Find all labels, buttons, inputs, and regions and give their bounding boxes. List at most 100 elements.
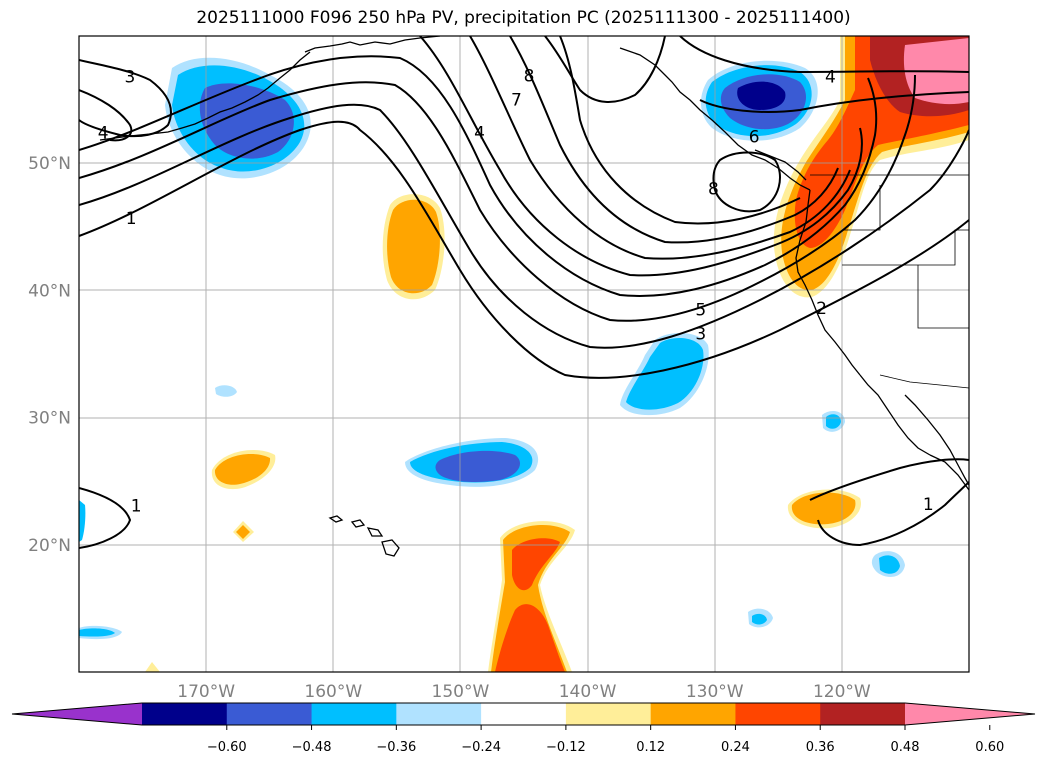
colorbar-segment xyxy=(735,703,821,725)
contour-label: 3 xyxy=(124,68,135,88)
precip-shading xyxy=(79,36,969,672)
pv-contour-1-north xyxy=(79,120,969,379)
map-title: 2025111000 F096 250 hPa PV, precipitatio… xyxy=(196,8,851,28)
colorbar-segment xyxy=(311,703,397,725)
precip-area-baja-orange xyxy=(791,492,856,525)
colorbar-tick-label: −0.60 xyxy=(207,740,247,755)
lat-label: 40°N xyxy=(28,281,71,301)
precip-area-midpac-orange xyxy=(387,199,440,294)
coast-mexico-mainland xyxy=(929,454,969,491)
precip-area-hawaii-dark xyxy=(435,450,520,483)
colorbar-segment xyxy=(820,703,906,725)
pv-contour-southeast xyxy=(809,458,969,501)
colorbar: −0.60 −0.48 −0.36 −0.24 −0.12 0.12 0.24 0.36 0.4… xyxy=(11,702,1036,755)
colorbar-tick-label: −0.12 xyxy=(546,740,586,755)
coast-us-west xyxy=(795,189,861,376)
contour-label: 3 xyxy=(695,325,706,345)
contour-label: 1 xyxy=(131,496,142,516)
contour-label: 5 xyxy=(695,300,706,320)
map-frame xyxy=(78,35,970,673)
border-west-states-2 xyxy=(842,185,881,231)
precip-area-gulf-darkest xyxy=(737,81,786,110)
lon-label: 160°W xyxy=(304,682,362,702)
pv-contour-3 xyxy=(79,74,916,322)
coast-hawaii-1 xyxy=(328,515,344,523)
colorbar-tick-label: 0.24 xyxy=(721,740,750,755)
pv-contour-5 xyxy=(419,36,863,277)
colorbar-extend-high xyxy=(905,703,1035,725)
coast-hawaii-big xyxy=(381,539,400,557)
precip-area-small-3-mid xyxy=(752,613,767,625)
precip-area-small-1-mid xyxy=(879,555,900,574)
pv-contour-8 xyxy=(559,36,801,225)
lon-label: 130°W xyxy=(686,682,744,702)
colorbar-extend-low xyxy=(12,703,142,725)
colorbar-tick-label: 0.48 xyxy=(891,740,920,755)
lon-label: 170°W xyxy=(177,682,235,702)
colorbar-tick-label: 0.36 xyxy=(806,740,835,755)
contour-label: 8 xyxy=(524,66,535,86)
contour-label: 4 xyxy=(98,124,109,144)
coast-gulf-california xyxy=(904,394,969,486)
pv-contour-7 xyxy=(509,36,839,244)
lon-label: 120°W xyxy=(813,682,871,702)
contour-label: 4 xyxy=(474,124,485,144)
colorbar-outline xyxy=(11,702,1036,726)
precip-area-south-red-upper xyxy=(512,538,560,591)
border-us-mexico xyxy=(879,374,969,389)
contour-label: 1 xyxy=(126,209,137,229)
contour-label: 4 xyxy=(825,68,836,88)
coast-alaska xyxy=(304,36,441,53)
coast-vancouver xyxy=(754,149,807,181)
lat-label: 50°N xyxy=(28,154,71,174)
pv-contour-4 xyxy=(79,55,878,297)
colorbar-segment xyxy=(142,703,228,725)
latitude-labels: 50°N 40°N 30°N 20°N xyxy=(28,154,71,556)
colorbar-segment xyxy=(396,703,482,725)
precip-area-small-6-mid xyxy=(79,628,115,637)
colorbar-segment xyxy=(226,703,313,725)
colorbar-tick-label: 0.60 xyxy=(975,740,1004,755)
colorbar-tick-label: −0.48 xyxy=(292,740,332,755)
precip-area-small-7 xyxy=(145,662,160,672)
coast-bc xyxy=(619,47,811,191)
contour-label: 8 xyxy=(708,180,719,200)
precip-area-aleutian-dark xyxy=(199,83,294,159)
precip-area-south-red-lower xyxy=(495,604,565,672)
contour-label: 6 xyxy=(749,127,760,147)
precip-area-diamond-orange xyxy=(236,525,250,539)
lat-label: 30°N xyxy=(28,409,71,429)
coast-baja xyxy=(859,374,931,456)
pv-contour-southwest xyxy=(79,487,132,549)
precip-area-small-5 xyxy=(79,500,86,542)
coast-hawaii-2 xyxy=(350,519,366,528)
colorbar-segment xyxy=(481,703,567,725)
contour-label: 1 xyxy=(923,495,934,515)
pv-contour-6 xyxy=(469,36,851,260)
colorbar-tick-label: 0.12 xyxy=(636,740,665,755)
lat-label: 20°N xyxy=(28,536,71,556)
colorbar-tick-label: −0.24 xyxy=(461,740,501,755)
colorbar-segment xyxy=(650,703,736,725)
pv-contour-2 xyxy=(79,103,969,349)
colorbar-segment xyxy=(565,703,652,725)
coast-hawaii-3 xyxy=(366,527,384,537)
pv-contour-ne-1 xyxy=(679,36,969,74)
pv-contour-westedge-2 xyxy=(79,89,133,142)
pv-contour-southeast-2 xyxy=(817,481,969,547)
lon-label: 150°W xyxy=(432,682,490,702)
border-west-states-1 xyxy=(842,229,969,266)
colorbar-tick-label: −0.36 xyxy=(376,740,416,755)
longitude-labels: 170°W 160°W 150°W 140°W 130°W 120°W xyxy=(177,682,871,702)
contour-label: 7 xyxy=(511,91,522,111)
contour-label: 2 xyxy=(816,299,827,319)
pv-contour-westedge-1 xyxy=(79,59,172,138)
precip-area-small-4 xyxy=(215,385,237,397)
pv-contours xyxy=(79,36,969,549)
pv-contour-8b xyxy=(712,151,781,213)
pv-contour-ne-2 xyxy=(699,91,969,113)
precip-area-west-orange xyxy=(214,454,271,485)
